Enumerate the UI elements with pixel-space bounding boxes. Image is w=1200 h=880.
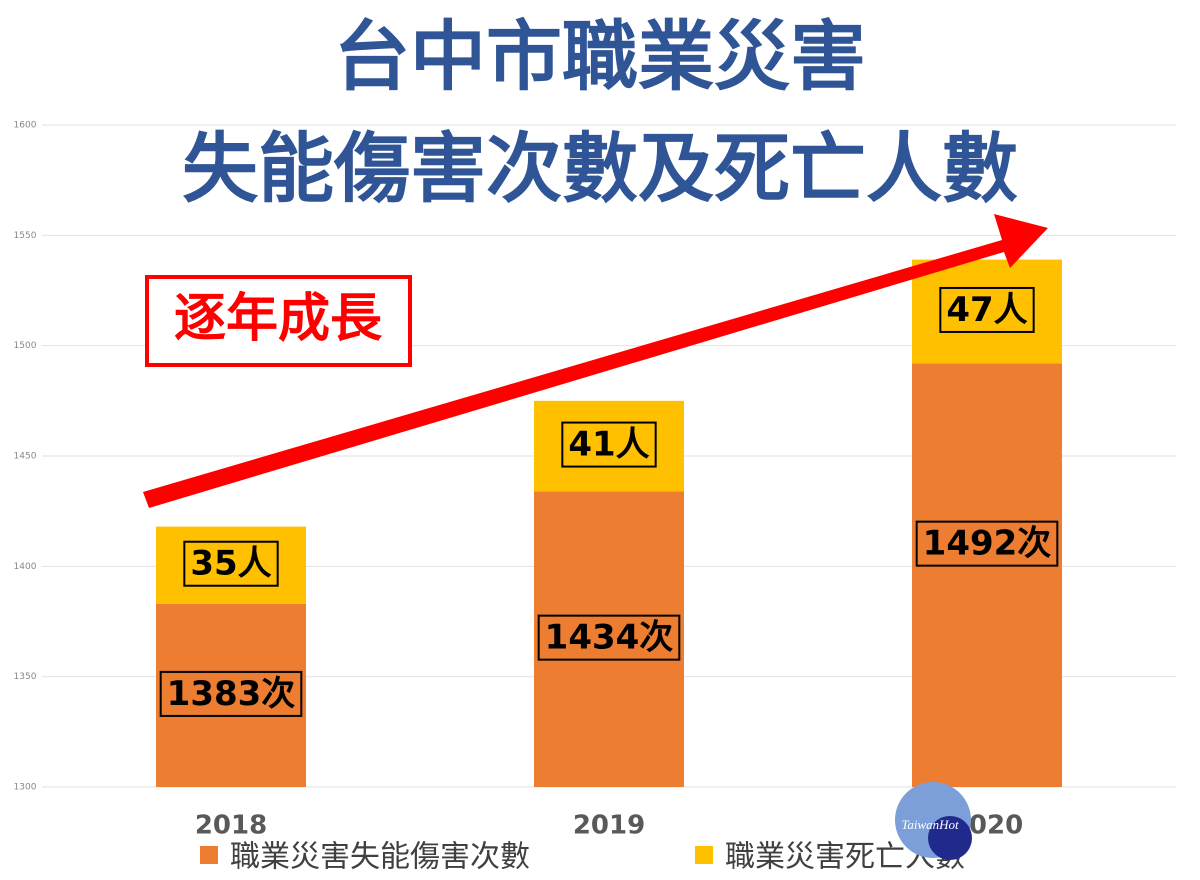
value-label-box: [939, 286, 1035, 333]
watermark: TaiwanHot: [901, 817, 959, 832]
value-label: 41人: [568, 425, 649, 465]
y-tick-label: 1500: [14, 341, 37, 351]
value-label: 35人: [190, 544, 271, 584]
chart-title: 失能傷害次數及死亡人數: [182, 124, 1018, 213]
value-label-box: [159, 670, 303, 717]
y-tick-label: 1550: [14, 231, 37, 241]
value-label-box: [561, 421, 657, 468]
legend-swatch: [200, 846, 218, 864]
y-tick-label: 1300: [14, 783, 37, 793]
chart-title: 台中市職業災害: [334, 12, 866, 101]
legend-swatch: [695, 846, 713, 864]
x-tick-label: 2019: [573, 811, 645, 841]
value-label: 1492次: [923, 524, 1052, 564]
annotation: 逐年成長: [174, 289, 383, 349]
y-tick-label: 1400: [14, 562, 37, 572]
bar-segment: [156, 603, 306, 787]
y-tick-label: 1350: [14, 672, 37, 682]
bar-segment: [534, 491, 684, 787]
x-tick-label: 2018: [195, 811, 267, 841]
bar-segment: [534, 400, 684, 492]
value-label: 1434次: [545, 618, 674, 658]
legend-label: 職業災害失能傷害次數: [230, 840, 530, 875]
watermark-circle: [928, 816, 972, 860]
value-label: 1383次: [167, 674, 296, 714]
trend-arrow: [143, 214, 1048, 508]
bars: [156, 259, 1062, 787]
value-label: 47人: [946, 290, 1027, 330]
y-tick-label: 1600: [14, 121, 37, 131]
y-tick-label: 1450: [14, 452, 37, 462]
bar-segment: [912, 363, 1062, 787]
value-label-box: [537, 614, 681, 661]
value-label-box: [915, 520, 1059, 567]
bar-segment: [912, 259, 1062, 364]
bar-segment: [156, 526, 306, 604]
annotation-box: [145, 275, 412, 367]
legend: 職業災害失能傷害次數 職業災害死亡人數: [200, 840, 965, 875]
value-label-box: [183, 540, 279, 587]
